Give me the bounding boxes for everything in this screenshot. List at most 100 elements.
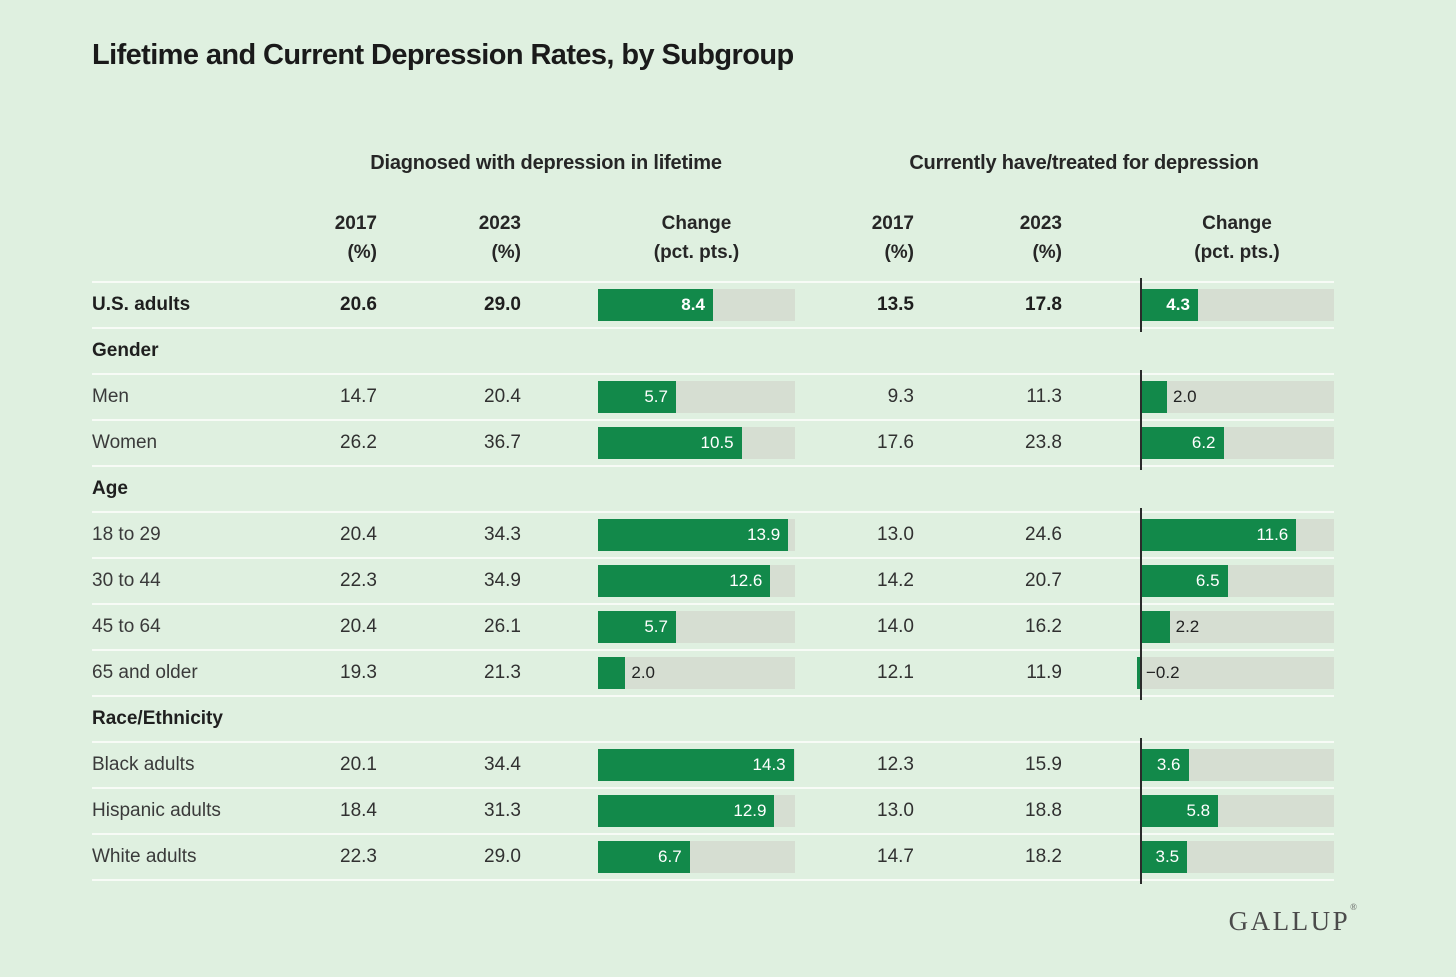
change-bar	[1140, 611, 1170, 643]
change-bar	[1140, 749, 1189, 781]
value-2017-lifetime: 20.4	[340, 616, 377, 637]
value-2023-lifetime: 31.3	[484, 800, 521, 821]
value-2017-lifetime: 20.4	[340, 524, 377, 545]
table-row: 18 to 29 20.4 34.3 13.9 13.0 24.6 11.6	[92, 508, 1334, 562]
change-bar	[598, 427, 742, 459]
axis-zero-line	[1140, 554, 1142, 608]
value-2017-current: 13.0	[877, 800, 914, 821]
gallup-logo-text: GALLUP	[1228, 906, 1351, 936]
table-body: U.S. adults 20.6 29.0 8.4 13.5 17.8 4.3 Gender M…	[92, 278, 1334, 884]
change-bar	[1140, 427, 1224, 459]
value-2023-current: 17.8	[1025, 294, 1062, 315]
change-bar-cell-left: 6.7	[598, 841, 795, 873]
change-bar	[1140, 795, 1219, 827]
bar-value-label: 8.4	[681, 295, 705, 314]
change-bar	[598, 565, 771, 597]
bar-track	[1140, 611, 1334, 643]
value-2023-lifetime: 21.3	[484, 662, 521, 683]
value-2017-current: 13.5	[877, 294, 914, 315]
table-row: 45 to 64 20.4 26.1 5.7 14.0 16.2 2.2	[92, 600, 1334, 654]
value-2023-lifetime: 29.0	[484, 846, 521, 867]
bar-value-label: 2.0	[631, 663, 655, 682]
value-2023-current: 20.7	[1025, 570, 1062, 591]
change-bar-cell-right: 6.5	[1140, 554, 1334, 608]
col-header-2017-current: 2017 (%)	[871, 213, 914, 263]
bar-value-label: 5.8	[1186, 801, 1211, 820]
bar-value-label: 2.0	[1172, 387, 1197, 406]
table-row: Men 14.7 20.4 5.7 9.3 11.3 2.0	[92, 370, 1334, 424]
value-2023-current: 18.2	[1025, 846, 1062, 867]
value-2017-current: 17.6	[877, 432, 914, 453]
row-label: Hispanic adults	[92, 800, 221, 821]
change-bar	[1137, 657, 1140, 689]
change-bar-cell-left: 8.4	[598, 289, 795, 321]
row-label: 65 and older	[92, 662, 198, 683]
value-2023-current: 24.6	[1025, 524, 1062, 545]
change-bar-cell-right: −0.2	[1137, 646, 1334, 700]
bar-value-label: −0.2	[1146, 663, 1180, 682]
col-header-2023-current: 2023 (%)	[1019, 213, 1062, 263]
value-2017-lifetime: 19.3	[340, 662, 377, 683]
change-bar	[598, 795, 775, 827]
chart-title: Lifetime and Current Depression Rates, b…	[92, 39, 794, 71]
bar-value-label: 5.7	[644, 617, 668, 636]
group-header-lifetime: Diagnosed with depression in lifetime	[370, 152, 722, 174]
col-header-2017-lifetime: 2017 (%)	[334, 213, 377, 263]
axis-zero-line	[1140, 646, 1142, 700]
value-2023-lifetime: 34.4	[484, 754, 521, 775]
change-bar-cell-right: 2.2	[1140, 600, 1334, 654]
table-row: Women 26.2 36.7 10.5 17.6 23.8 6.2	[92, 416, 1334, 470]
value-2017-current: 14.2	[877, 570, 914, 591]
axis-zero-line	[1140, 738, 1142, 792]
value-2023-current: 11.9	[1026, 662, 1062, 683]
value-2023-lifetime: 34.3	[484, 524, 521, 545]
value-2017-lifetime: 14.7	[340, 386, 377, 407]
bar-track	[1140, 657, 1334, 689]
bar-value-label: 3.5	[1155, 847, 1180, 866]
table-row: 30 to 44 22.3 34.9 12.6 14.2 20.7 6.5	[92, 554, 1334, 608]
table-row: Hispanic adults 18.4 31.3 12.9 13.0 18.8 5.8	[92, 784, 1334, 838]
table-row: 65 and older 19.3 21.3 2.0 12.1 11.9 −0.2	[92, 646, 1334, 700]
axis-zero-line	[1140, 508, 1142, 562]
label-column-spacer	[92, 209, 297, 267]
change-bar-cell-right: 3.6	[1140, 738, 1334, 792]
row-label: 18 to 29	[92, 524, 161, 545]
value-2017-current: 12.1	[877, 662, 914, 683]
change-bar	[1140, 381, 1167, 413]
change-bar	[1140, 289, 1198, 321]
group-header-current: Currently have/treated for depression	[909, 152, 1259, 174]
change-bar-cell-left: 12.6	[598, 565, 795, 597]
bar-value-label: 6.7	[658, 847, 682, 866]
section-label: Race/Ethnicity	[92, 708, 223, 729]
change-bar-cell-left: 13.9	[598, 519, 795, 551]
table-row: White adults 22.3 29.0 6.7 14.7 18.2 3.5	[92, 830, 1334, 884]
bar-track	[1140, 381, 1334, 413]
change-bar-cell-left: 5.7	[598, 381, 795, 413]
bar-value-label: 6.2	[1191, 433, 1216, 452]
axis-zero-line	[1140, 784, 1142, 838]
bar-value-label: 12.9	[733, 801, 767, 820]
row-label: Black adults	[92, 754, 195, 775]
section-header-row: Gender	[92, 329, 1334, 375]
registered-mark-icon: ®	[1350, 902, 1357, 912]
change-bar	[598, 841, 690, 873]
bar-value-label: 2.2	[1175, 617, 1200, 636]
value-2023-lifetime: 29.0	[484, 294, 521, 315]
change-bar-cell-left: 12.9	[598, 795, 795, 827]
axis-zero-line	[1140, 416, 1142, 470]
value-2017-current: 14.7	[877, 846, 914, 867]
value-2017-current: 14.0	[877, 616, 914, 637]
value-2017-lifetime: 22.3	[340, 570, 377, 591]
table-row: Black adults 20.1 34.4 14.3 12.3 15.9 3.6	[92, 738, 1334, 792]
row-label: Men	[92, 386, 129, 407]
col-header-change-current: Change (pct. pts.)	[1194, 213, 1280, 263]
value-2017-lifetime: 26.2	[340, 432, 377, 453]
table-row: U.S. adults 20.6 29.0 8.4 13.5 17.8 4.3	[92, 278, 1334, 332]
bar-value-label: 12.6	[729, 571, 763, 590]
change-bar-cell-left: 2.0	[598, 657, 795, 689]
axis-zero-line	[1140, 278, 1142, 332]
value-2023-lifetime: 36.7	[484, 432, 521, 453]
change-bar-cell-right: 4.3	[1140, 278, 1334, 332]
change-bar-cell-right: 11.6	[1140, 508, 1334, 562]
